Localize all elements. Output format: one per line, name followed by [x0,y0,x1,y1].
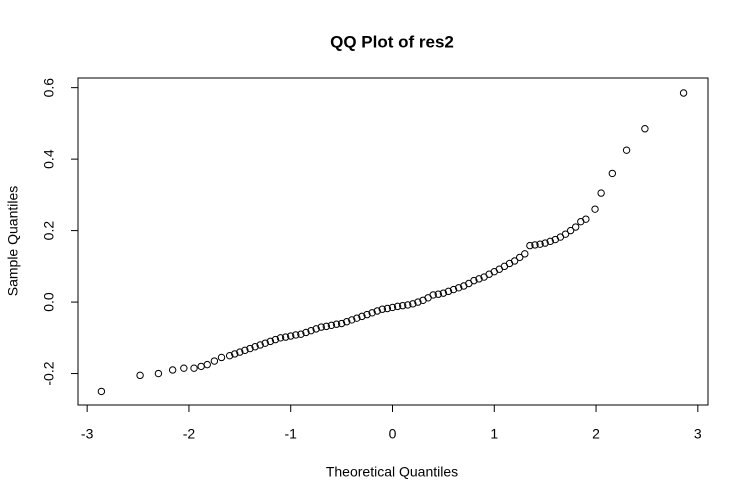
point [210,357,219,365]
point [276,334,285,342]
point [368,309,376,317]
point [246,344,254,353]
point [531,241,539,249]
point [251,343,259,351]
point [373,307,381,315]
point [261,339,269,347]
point [409,300,417,308]
point [297,330,305,338]
point [536,240,544,248]
point [312,325,320,333]
point [154,369,163,378]
point [292,331,300,339]
point [197,362,205,371]
point [429,291,437,299]
x-tick-label: 0 [389,426,397,442]
x-axis-label: Theoretical Quantiles [326,464,458,480]
y-tick-label: 0.6 [41,78,57,98]
x-tick-label: 3 [694,426,702,442]
point [526,241,534,250]
point [546,237,554,246]
point [622,146,631,154]
point [281,333,290,341]
point [287,332,295,340]
point [393,302,402,311]
point [470,276,478,285]
point [236,348,244,356]
y-axis-label: Sample Quantiles [5,186,21,297]
point [414,298,422,306]
point [439,289,448,297]
point [521,250,529,258]
y-tick-label: 0.2 [41,221,57,241]
point [510,257,519,265]
y-tick-label: 0.4 [41,149,57,169]
point [566,226,575,235]
point [348,316,356,324]
point [342,318,351,326]
chart-title: QQ Plot of res2 [330,32,454,51]
point [327,321,336,330]
point [97,387,106,396]
point [332,320,341,328]
plot-frame [77,77,709,406]
point [256,341,264,349]
x-tick-label: -3 [81,426,94,442]
point [434,290,442,298]
point [571,223,580,231]
point [307,326,315,335]
point [231,350,239,358]
y-tick-label: -0.2 [41,361,57,385]
y-tick-label: 0.0 [41,292,57,312]
point [597,189,605,197]
point [516,253,524,262]
point [266,337,275,346]
point [591,205,599,213]
point [454,284,463,292]
point [203,360,211,369]
point [608,169,617,178]
point [225,351,234,360]
x-tick-label: 1 [490,426,498,442]
point [582,215,590,223]
point [475,275,483,283]
point [190,364,198,372]
point [679,89,688,97]
point [317,323,325,331]
point [363,310,371,319]
point [353,314,361,322]
point [561,230,570,238]
point [541,239,549,247]
point [383,304,392,313]
point [136,371,144,380]
x-tick-label: 2 [592,426,600,442]
point [378,305,387,313]
point [217,353,226,362]
point [641,125,649,133]
point [388,303,397,312]
point [398,301,407,310]
point [322,322,331,331]
point [337,319,346,328]
x-tick-label: -2 [183,426,196,442]
point [180,364,188,372]
x-tick-label: -1 [284,426,297,442]
point [302,328,310,337]
point [358,312,366,321]
point [444,287,453,296]
point [404,301,412,309]
point [241,346,249,355]
point [271,335,280,344]
point [449,285,458,294]
point [168,366,177,374]
